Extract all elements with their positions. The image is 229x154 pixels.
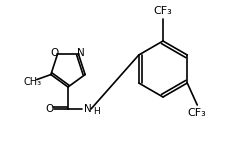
Text: N: N	[84, 104, 92, 114]
Text: H: H	[93, 107, 99, 116]
Text: O: O	[45, 104, 53, 114]
Text: O: O	[50, 49, 59, 58]
Text: CH₃: CH₃	[24, 77, 42, 87]
Text: CF₃: CF₃	[188, 108, 207, 118]
Text: N: N	[77, 49, 85, 58]
Text: CF₃: CF₃	[154, 6, 172, 16]
